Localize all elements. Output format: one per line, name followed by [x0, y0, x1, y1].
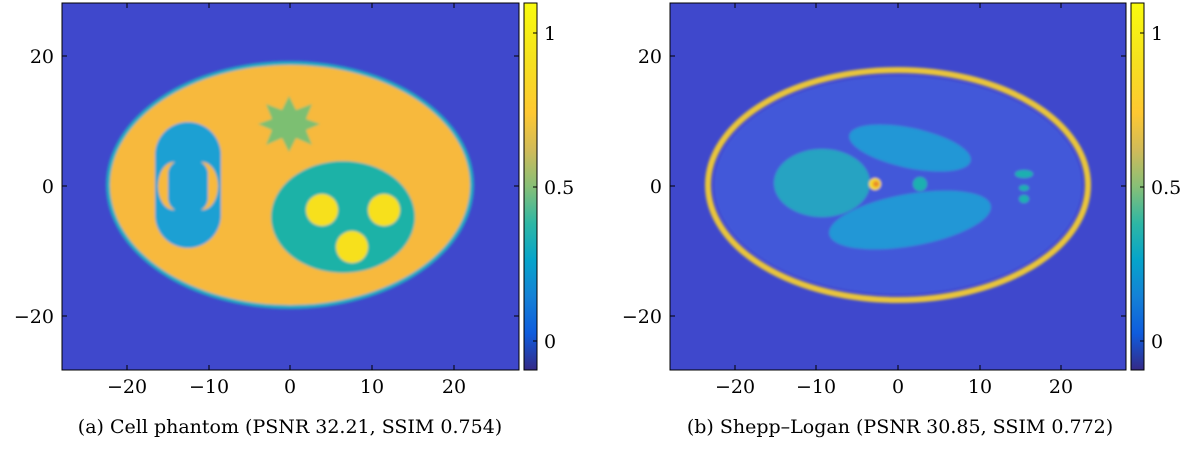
panel-b-tick-marks	[670, 3, 1126, 370]
panel-b-y-tick-label: 0	[650, 176, 662, 198]
panel-b-x-tick-label: 20	[1049, 376, 1073, 398]
panel-a-y-tick-label: −20	[14, 306, 54, 328]
skull-ring	[705, 67, 1091, 303]
panel-b-x-tick-label: 0	[892, 376, 904, 398]
upper-region	[849, 124, 971, 172]
panel-b-y-tick-label: −20	[622, 306, 662, 328]
panel-a-tick-marks	[62, 3, 519, 370]
panel-b-x-tick-label: 10	[968, 376, 992, 398]
panel-a-colorbar-tick-label: 1	[544, 23, 556, 45]
star-shape	[258, 96, 320, 152]
panel-a-caption: (a) Cell phantom (PSNR 32.21, SSIM 0.754…	[77, 416, 503, 438]
panel-b-x-tick-label: −10	[796, 376, 836, 398]
panel-b-caption: (b) Shepp–Logan (PSNR 30.85, SSIM 0.772)	[686, 416, 1114, 438]
panel-b-colorbar-tick-label: 0	[1151, 331, 1163, 353]
left-region	[774, 149, 870, 217]
lower-region	[829, 190, 991, 250]
panel-b-x-tick-label: −20	[715, 376, 755, 398]
panel-b-y-tick-label: 20	[638, 46, 662, 68]
panel-a-y-tick-label: 20	[30, 46, 54, 68]
nucleolus-3	[336, 231, 368, 263]
panel-a-plot-area	[62, 3, 519, 370]
panel-b-plot-area	[670, 3, 1126, 370]
nucleolus-2	[368, 194, 400, 226]
panel-a-x-tick-label: 0	[284, 376, 296, 398]
panel-b-colorbar-tick-label: 1	[1151, 23, 1163, 45]
panel-b-colorbar-tick-label: 0.5	[1151, 177, 1181, 199]
panel-a-colorbar-tick-label: 0.5	[544, 177, 574, 199]
panel-a-y-tick-label: 0	[42, 176, 54, 198]
nucleus	[271, 161, 415, 273]
nucleolus-1	[306, 194, 338, 226]
panel-a-x-tick-label: −20	[107, 376, 147, 398]
panel-a-colorbar-tick-label: 0	[544, 331, 556, 353]
panel-a-x-tick-label: −10	[189, 376, 229, 398]
panel-a-x-tick-label: 10	[360, 376, 384, 398]
panel-a-x-tick-label: 20	[442, 376, 466, 398]
